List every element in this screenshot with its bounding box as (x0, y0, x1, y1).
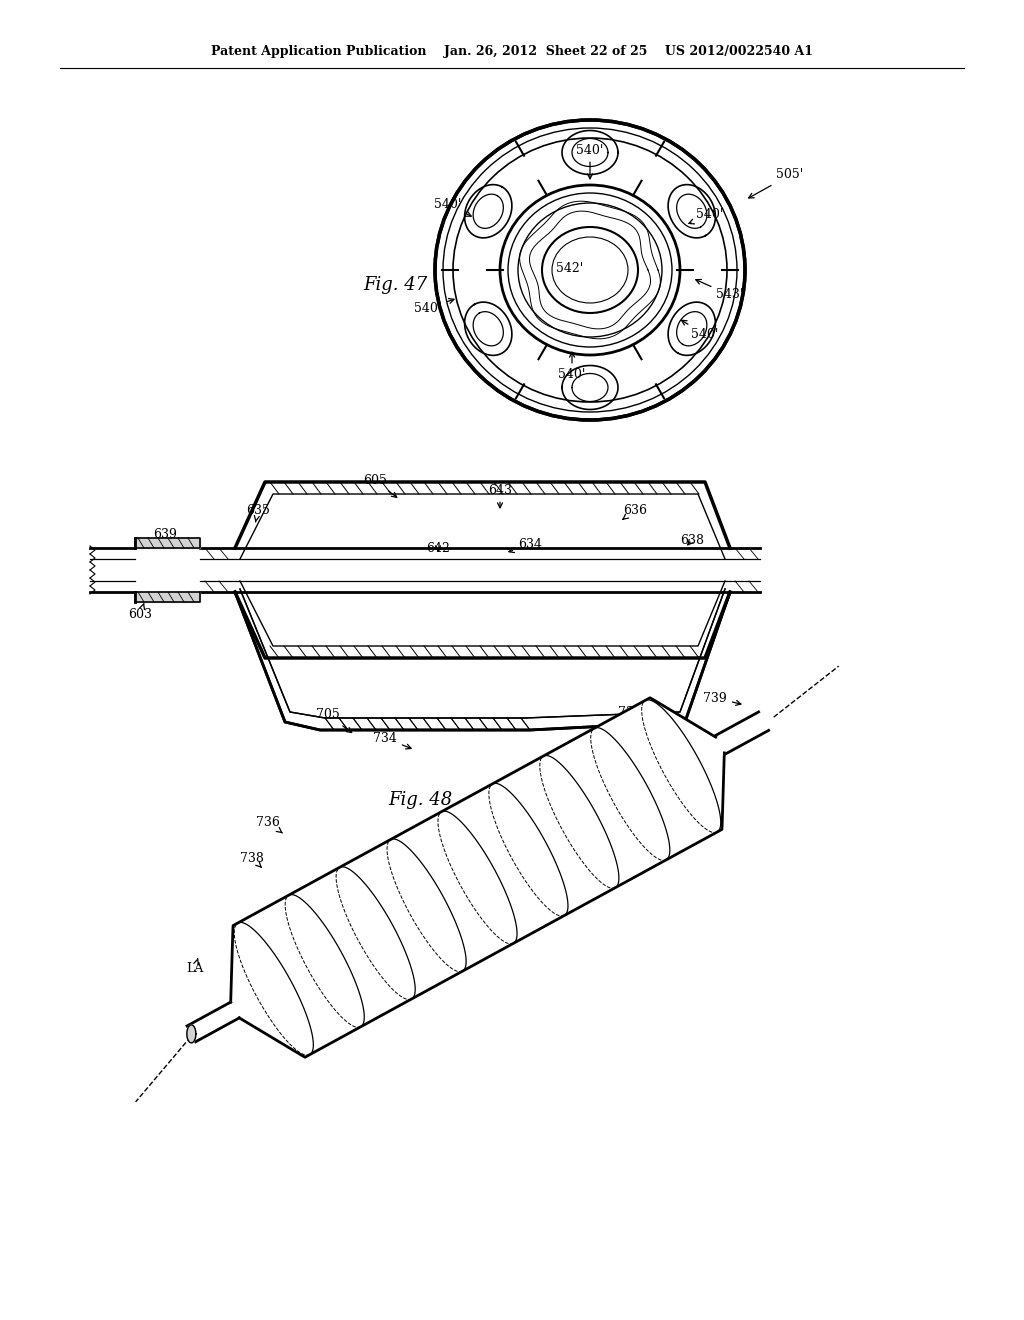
Text: 543': 543' (696, 280, 743, 301)
Text: 705: 705 (316, 709, 351, 733)
Text: 735: 735 (613, 705, 642, 727)
Text: 636: 636 (623, 503, 647, 520)
Text: 540': 540' (558, 352, 586, 381)
Text: 746: 746 (592, 813, 622, 830)
Text: 540': 540' (689, 209, 724, 224)
Text: 643: 643 (488, 483, 512, 508)
Text: Fig. 47: Fig. 47 (362, 276, 427, 294)
Polygon shape (135, 539, 200, 548)
Text: 734: 734 (373, 731, 411, 748)
Text: Patent Application Publication    Jan. 26, 2012  Sheet 22 of 25    US 2012/00225: Patent Application Publication Jan. 26, … (211, 45, 813, 58)
Text: 542': 542' (556, 261, 584, 275)
Text: 540': 540' (577, 144, 604, 178)
Text: 642: 642 (426, 541, 450, 554)
Text: 634: 634 (509, 539, 542, 553)
Text: 540': 540' (415, 298, 454, 314)
Text: 605: 605 (364, 474, 396, 498)
Text: 505': 505' (749, 169, 804, 198)
Ellipse shape (435, 120, 745, 420)
Polygon shape (234, 591, 730, 730)
Text: 639: 639 (153, 528, 177, 546)
Polygon shape (135, 591, 200, 602)
Text: 739: 739 (703, 692, 741, 705)
Text: 747: 747 (403, 871, 433, 884)
Text: LA: LA (186, 958, 204, 974)
Text: 540': 540' (434, 198, 471, 216)
Text: 736: 736 (256, 816, 283, 833)
Text: 635: 635 (246, 503, 270, 521)
Text: Fig. 49: Fig. 49 (532, 876, 597, 894)
Polygon shape (234, 482, 730, 657)
Text: Fig. 48: Fig. 48 (388, 791, 453, 809)
Polygon shape (230, 698, 724, 1057)
Bar (200, 558, 760, 581)
Text: 638: 638 (680, 533, 705, 546)
Text: 603: 603 (128, 603, 152, 622)
Text: 738: 738 (240, 851, 264, 867)
Text: 540': 540' (682, 321, 719, 342)
Polygon shape (186, 1024, 196, 1043)
